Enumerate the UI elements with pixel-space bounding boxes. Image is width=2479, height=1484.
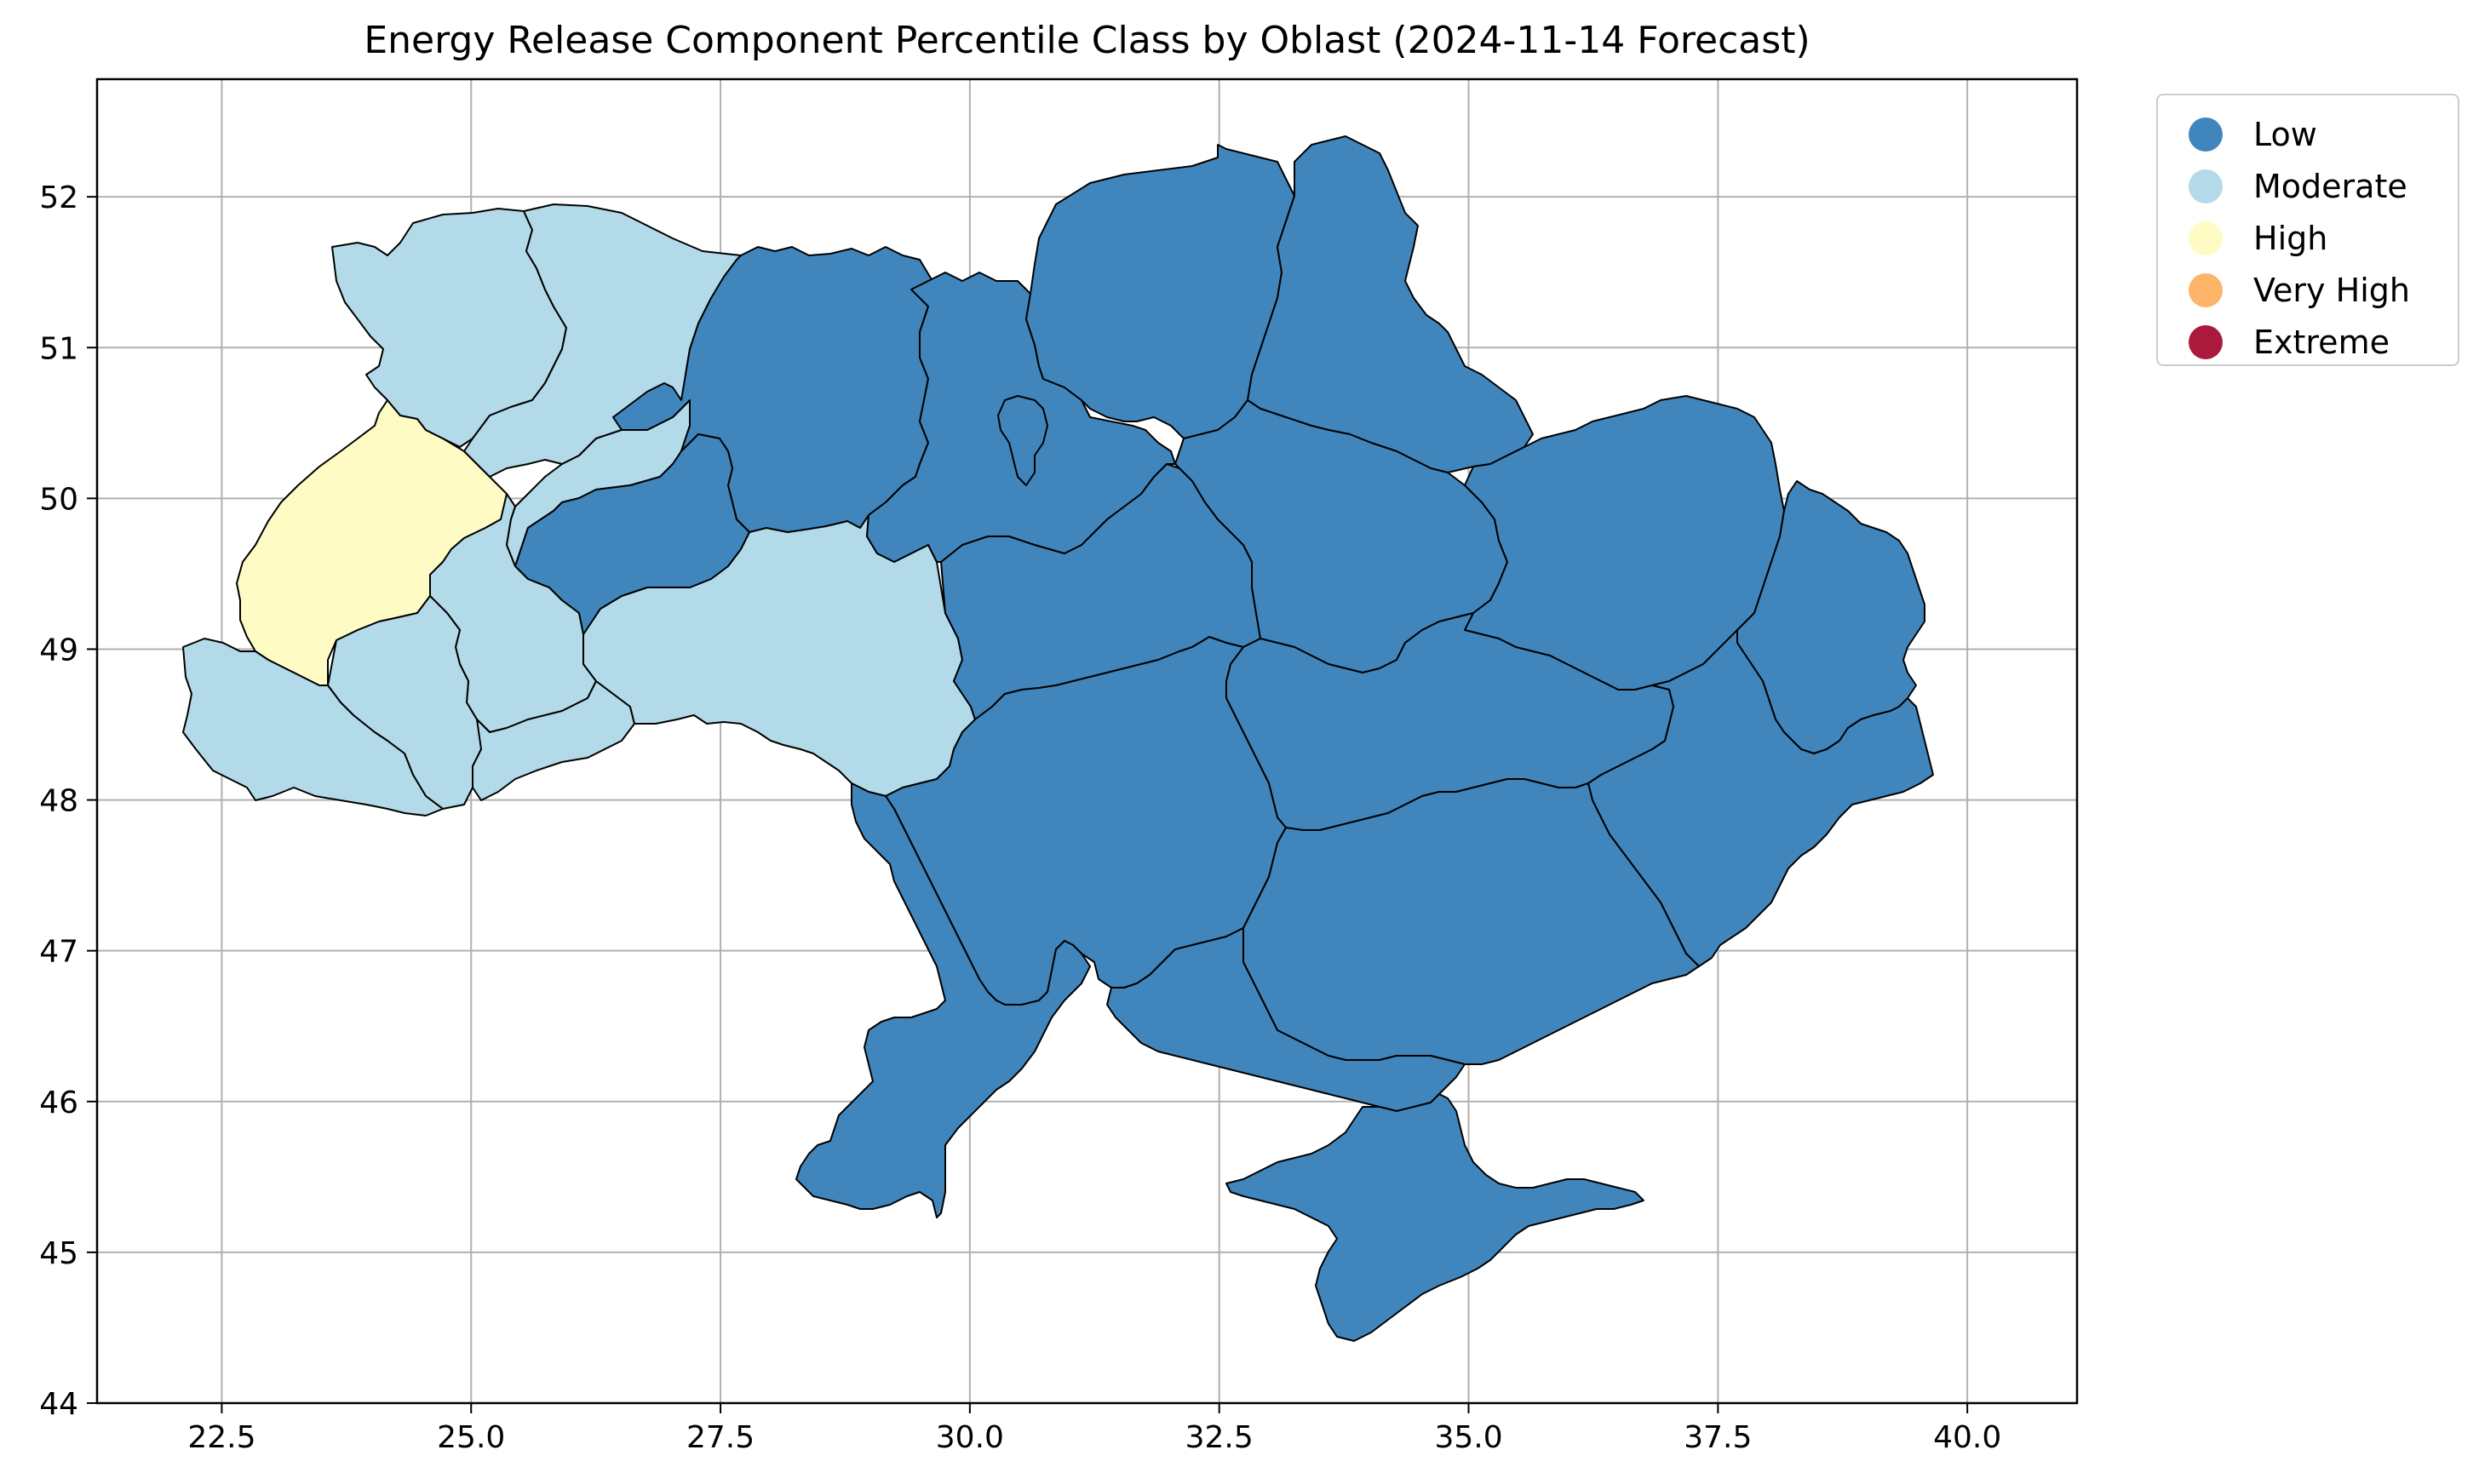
legend-item-extreme: Extreme bbox=[2189, 317, 2390, 368]
y-tick-label: 45 bbox=[39, 1236, 78, 1271]
legend-item-moderate: Moderate bbox=[2189, 161, 2407, 212]
x-tick-label: 37.5 bbox=[1684, 1420, 1752, 1455]
y-tick-label: 48 bbox=[39, 784, 78, 819]
region-sumy bbox=[1247, 135, 1534, 473]
x-tick-label: 27.5 bbox=[686, 1420, 755, 1455]
region-khmelnytskyi-low bbox=[514, 433, 750, 635]
map-title: Energy Release Component Percentile Clas… bbox=[364, 19, 1810, 62]
legend-label: High bbox=[2253, 220, 2328, 257]
x-tick-label: 30.0 bbox=[936, 1420, 1004, 1455]
legend-item-low: Low bbox=[2189, 109, 2317, 160]
y-tick-label: 49 bbox=[39, 633, 78, 668]
y-axis-ticks: 44 45 46 47 48 49 50 51 52 bbox=[39, 180, 97, 1422]
x-tick-label: 32.5 bbox=[1185, 1420, 1254, 1455]
region-lviv bbox=[236, 399, 516, 686]
legend-label: Moderate bbox=[2253, 168, 2407, 205]
region-chernivtsi bbox=[472, 680, 635, 801]
legend: Low Moderate High Very High Extreme bbox=[2156, 94, 2459, 366]
legend-label: Low bbox=[2253, 116, 2317, 153]
x-tick-label: 35.0 bbox=[1434, 1420, 1502, 1455]
region-crimea bbox=[1225, 1093, 1644, 1342]
legend-item-very-high: Very High bbox=[2189, 265, 2410, 316]
legend-marker bbox=[2189, 325, 2223, 359]
legend-marker bbox=[2189, 117, 2223, 152]
legend-label: Extreme bbox=[2253, 324, 2390, 361]
y-tick-label: 47 bbox=[39, 935, 78, 970]
legend-marker bbox=[2189, 169, 2223, 203]
y-tick-label: 46 bbox=[39, 1086, 78, 1120]
x-tick-label: 22.5 bbox=[187, 1420, 255, 1455]
legend-marker bbox=[2189, 221, 2223, 255]
y-tick-label: 44 bbox=[39, 1387, 78, 1422]
region-kyiv-inner bbox=[997, 395, 1048, 486]
region-kherson bbox=[1106, 927, 1466, 1112]
x-tick-label: 40.0 bbox=[1933, 1420, 2001, 1455]
x-tick-label: 25.0 bbox=[437, 1420, 505, 1455]
region-odesa bbox=[795, 782, 1091, 1218]
legend-label: Very High bbox=[2253, 272, 2410, 309]
x-axis-ticks: 22.5 25.0 27.5 30.0 32.5 35.0 37.5 40.0 bbox=[187, 1403, 2001, 1455]
y-tick-label: 50 bbox=[39, 482, 78, 517]
y-tick-label: 52 bbox=[39, 180, 78, 215]
legend-marker bbox=[2189, 273, 2223, 307]
y-tick-label: 51 bbox=[39, 331, 78, 366]
region-zakarpattia bbox=[182, 638, 444, 816]
legend-item-high: High bbox=[2189, 213, 2327, 264]
